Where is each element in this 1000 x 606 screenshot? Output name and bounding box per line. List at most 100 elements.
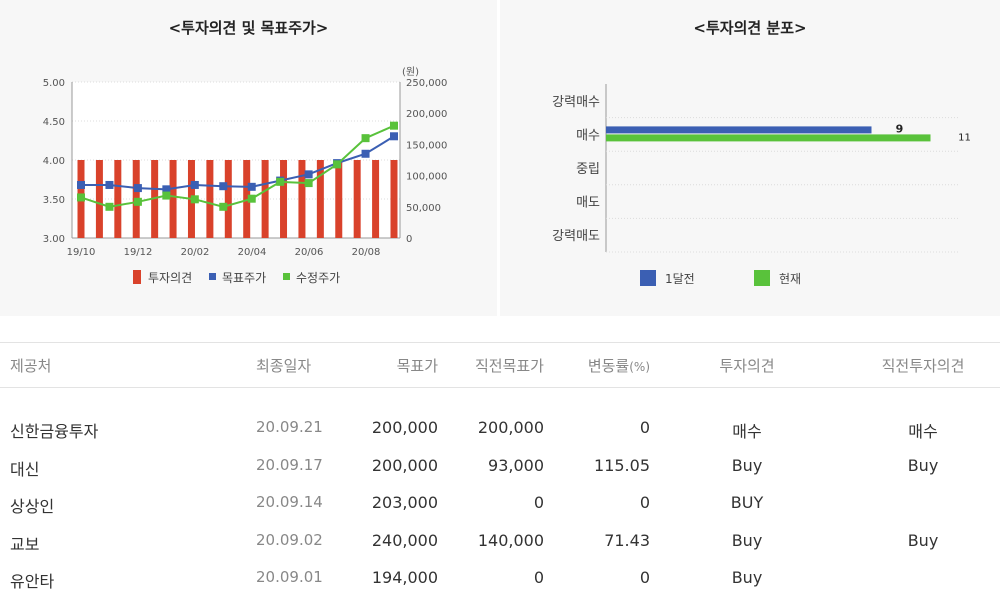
adjusted-price-point (77, 193, 85, 202)
opinion-bar (224, 160, 232, 238)
target-price-point (361, 149, 370, 158)
table-row: 신한금융투자 20.09.21 200,000 200,000 0 매수 매수 (0, 410, 1000, 448)
legend-adjusted-label: 수정주가 (296, 271, 340, 285)
category-label: 매도 (576, 196, 600, 211)
category-label: 중립 (576, 162, 600, 177)
opinion-bar (243, 160, 251, 238)
opinion-bar (169, 160, 177, 238)
header-change: 변동률(%) (588, 355, 650, 376)
panel-divider (497, 0, 500, 316)
table-row: 교보 20.09.02 240,000 140,000 71.43 Buy Buy (0, 523, 1000, 561)
left-axis-tick-label: 4.50 (43, 117, 65, 128)
adjusted-price-line (80, 124, 395, 208)
legend-opinion-swatch (133, 270, 141, 284)
right-axis-tick-label: 0 (406, 234, 412, 245)
target-price-cell: 194,000 (371, 568, 438, 587)
table-spacer (0, 388, 1000, 410)
table-row: 유안타 20.09.01 194,000 0 0 Buy (0, 560, 1000, 598)
prev-target-price-cell: 0 (533, 493, 544, 512)
prev-target-price-cell: 200,000 (477, 418, 544, 437)
adjusted-price-point (333, 160, 342, 169)
header-change-label: 변동률 (587, 357, 630, 375)
change-rate-cell: 0 (639, 493, 650, 512)
header-opinion: 투자의견 (719, 357, 775, 375)
x-axis-tick-label: 19/10 (67, 247, 96, 258)
opinion-bar (372, 160, 380, 238)
header-prev-target: 직전목표가 (474, 357, 544, 375)
x-axis-tick-label: 20/06 (295, 247, 324, 258)
adjusted-price-point (361, 134, 370, 143)
adjusted-price-point (190, 195, 199, 204)
adjusted-price-point (304, 179, 313, 188)
prev-opinion-cell: 매수 (908, 422, 938, 441)
opinion-bar (335, 160, 343, 238)
table-row: 상상인 20.09.14 203,000 0 0 BUY (0, 485, 1000, 523)
opinion-cell: BUY (730, 493, 764, 512)
date-cell: 20.09.14 (256, 493, 323, 511)
target-price-point (77, 180, 85, 189)
opinion-bar (280, 160, 288, 238)
left-axis-tick-label: 3.00 (43, 234, 65, 245)
target-price-cell: 200,000 (371, 418, 438, 437)
date-cell: 20.09.01 (256, 568, 323, 586)
header-change-unit: (%) (629, 360, 650, 374)
change-rate-cell: 71.43 (604, 530, 650, 550)
category-label: 강력매수 (552, 95, 600, 110)
adjusted-price-point (133, 197, 142, 206)
right-axis-tick-label: 50,000 (406, 203, 441, 214)
legend-opinion-label: 투자의견 (148, 271, 192, 285)
target-price-point (247, 182, 256, 191)
legend-target-swatch (209, 273, 216, 280)
adjusted-price-point (105, 202, 114, 211)
table-row: 대신 20.09.17 200,000 93,000 115.05 Buy Buy (0, 448, 1000, 486)
opinion-bar (298, 160, 306, 238)
adjusted-price-point (390, 121, 398, 130)
current-value-label: 11 (958, 132, 971, 143)
legend-current-label: 현재 (779, 272, 801, 286)
target-price-point (219, 182, 228, 191)
opinion-distribution-title: <투자의견 분포> (693, 19, 807, 37)
right-axis-unit: (원) (402, 66, 419, 78)
target-price-point (162, 185, 171, 194)
target-price-cell: 203,000 (371, 493, 438, 512)
target-price-point (304, 170, 313, 179)
adjusted-price-point (276, 177, 285, 186)
date-cell: 20.09.02 (256, 530, 323, 549)
change-rate-cell: 0 (639, 418, 650, 437)
category-label: 강력매도 (552, 229, 600, 244)
prev-target-price-cell: 93,000 (488, 455, 544, 475)
legend-target-label: 목표주가 (222, 271, 266, 285)
target-price-cell: 240,000 (371, 530, 438, 550)
category-label: 매수 (576, 128, 600, 143)
change-rate-cell: 115.05 (594, 455, 650, 475)
opinion-bar (390, 160, 398, 238)
left-axis-tick-label: 4.00 (43, 156, 65, 167)
target-price-point (105, 180, 114, 189)
opinion-target-price-chart: 3.00 3.50 4.00 4.50 5.00 0 50,000 100,000 150,00… (43, 66, 448, 285)
prev-target-price-cell: 0 (533, 568, 544, 587)
date-cell: 20.09.17 (256, 455, 323, 474)
opinion-target-price-title: <투자의견 및 목표주가> (168, 19, 329, 37)
provider-cell: 상상인 (10, 497, 55, 516)
prev-opinion-cell: Buy (907, 530, 939, 550)
adjusted-price-point (162, 191, 171, 200)
adjusted-price-point (247, 194, 256, 203)
provider-cell: 유안타 (10, 572, 55, 591)
opinion-cell: Buy (731, 568, 763, 587)
target-price-point (190, 180, 199, 189)
header-provider: 제공처 (10, 357, 52, 375)
x-axis-tick-label: 20/02 (181, 247, 210, 258)
left-axis-tick-label: 3.50 (43, 195, 65, 206)
x-axis-tick-label: 19/12 (124, 247, 153, 258)
current-bar (606, 134, 931, 142)
opinion-bar (95, 160, 103, 238)
analyst-table: 제공처 최종일자 목표가 직전목표가 변동률(%) 투자의견 직전투자의견 신한… (0, 342, 1000, 598)
change-rate-cell: 0 (639, 568, 650, 587)
left-axis-tick-label: 5.00 (43, 78, 65, 89)
target-price-point (390, 132, 398, 141)
target-price-point (133, 184, 142, 193)
legend-month-ago-label: 1달전 (665, 272, 695, 286)
target-price-cell: 200,000 (371, 455, 438, 475)
header-date: 최종일자 (256, 357, 312, 375)
opinion-bar (261, 160, 269, 238)
